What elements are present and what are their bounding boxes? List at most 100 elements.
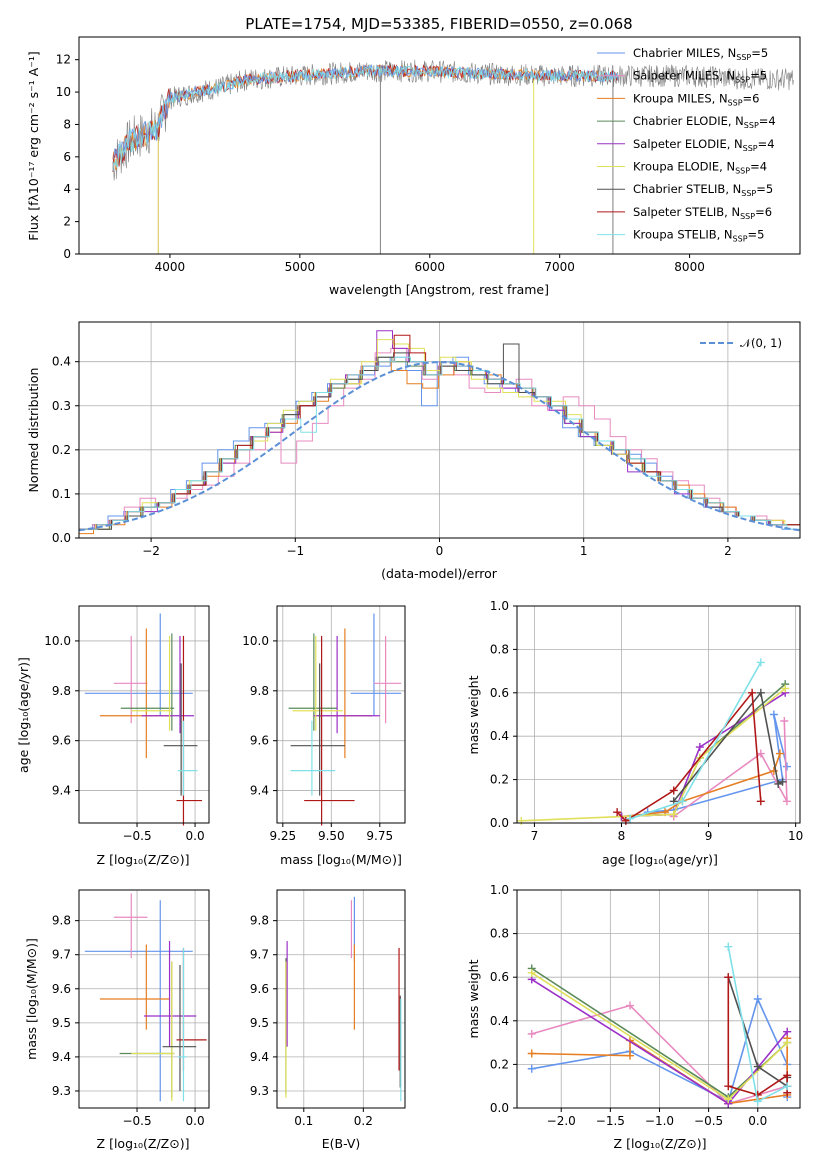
y-tick-label: 0.3 (52, 399, 71, 413)
x-tick-label: −2.0 (547, 1114, 576, 1128)
spectrum-x-label: wavelength [Angstrom, rest frame] (329, 282, 549, 297)
x-tick-label: −0.5 (122, 1114, 151, 1128)
y-tick-label: 0.2 (52, 443, 71, 457)
y-tick-label: 0.6 (490, 686, 509, 700)
weight-marker (769, 766, 778, 775)
weight-marker (782, 797, 791, 806)
chart-title: PLATE=1754, MJD=53385, FIBERID=0550, z=0… (245, 15, 632, 33)
weight-line (673, 720, 788, 818)
y-tick-label: 0.0 (490, 816, 509, 830)
y-tick-label: 9.8 (52, 684, 71, 698)
weight-marker (527, 1064, 536, 1073)
weight-marker (626, 1051, 635, 1060)
weight-marker (678, 797, 687, 806)
weight-marker (695, 743, 704, 752)
y-tick-label: 0.4 (52, 355, 71, 369)
y-tick-label: 9.8 (52, 914, 71, 928)
z-age-y-label: age [log₁₀(age/yr)] (16, 657, 31, 773)
weight-marker (756, 749, 765, 758)
x-tick-label: 9.25 (269, 829, 296, 843)
weight-marker (783, 1082, 792, 1091)
legend-entry: Chabrier MILES, NSSP=5 (633, 46, 768, 62)
legend-entry: Kroupa STELIB, NSSP=5 (633, 228, 764, 244)
weight-marker (626, 1001, 635, 1010)
y-tick-label: 0.4 (490, 729, 509, 743)
weight-marker (774, 779, 783, 788)
legend-entry: Salpeter ELODIE, NSSP=4 (633, 137, 775, 153)
weight-marker (775, 749, 784, 758)
weight-marker (724, 973, 733, 982)
residual-y-ticks: 0.0 0.1 0.2 0.3 0.4 (52, 355, 79, 545)
panel-frame (78, 605, 210, 824)
legend-entry: Kroupa MILES, NSSP=6 (633, 91, 759, 107)
y-tick-label: 0.8 (490, 642, 509, 656)
spectrum-legend: Chabrier MILES, NSSP=5 Salpeter MILES, NS… (597, 46, 776, 244)
weight-marker (724, 1082, 733, 1091)
weight-marker (783, 1071, 792, 1080)
histogram-series (81, 356, 800, 530)
y-tick-label: 0.2 (490, 773, 509, 787)
y-tick-label: 9.6 (250, 734, 269, 748)
panel-frame (276, 605, 406, 824)
weight-marker (527, 1029, 536, 1038)
z-weight-x-label: Z [log₁₀(Z/Z⊙)] (614, 1136, 707, 1151)
residual-panel: −2 −1 0 1 2 0.0 0.1 0.2 0.3 0.4 (data-model)/err… (26, 321, 801, 581)
legend-entry: Salpeter STELIB, NSSP=6 (633, 205, 772, 221)
x-tick-label: −1.0 (645, 1114, 674, 1128)
weight-line (621, 753, 781, 818)
y-tick-label: 9.7 (52, 948, 71, 962)
y-tick-label: 10.0 (44, 634, 71, 648)
x-tick-label: 7000 (544, 260, 575, 274)
y-tick-label: 10.0 (242, 634, 269, 648)
normal-legend-label: 𝒩(0, 1) (740, 336, 782, 350)
weight-marker (613, 808, 622, 817)
ebv-mass-x-label: E(B-V) (322, 1136, 361, 1151)
x-tick-label: 9.75 (366, 829, 393, 843)
y-tick-label: 9.8 (250, 914, 269, 928)
model-spectrum (112, 63, 619, 172)
x-tick-label: −1.5 (596, 1114, 625, 1128)
weight-marker (756, 797, 765, 806)
x-tick-label: 1 (580, 544, 588, 558)
weight-marker (781, 684, 790, 693)
weight-marker (748, 688, 757, 697)
y-tick-label: 9.5 (250, 1016, 269, 1030)
x-tick-label: 6000 (414, 260, 445, 274)
spectrum-y-label: Flux [fλ10⁻¹⁷ erg cm⁻² s⁻¹ A⁻¹] (26, 51, 41, 240)
spectrum-plot-area (112, 59, 794, 254)
observed-spectrum (112, 59, 794, 181)
ebv-mass-panel: 0.1 0.2 9.3 9.4 9.5 9.6 9.7 9.8 (250, 889, 406, 1128)
age-weight-x-label: age [log₁₀(age/yr)] (602, 852, 718, 867)
y-tick-label: 4 (63, 182, 71, 196)
weight-line (629, 662, 762, 820)
x-tick-label: 0.0 (186, 829, 205, 843)
y-tick-label: 0 (63, 247, 71, 261)
residual-grid (79, 322, 800, 539)
y-tick-label: 8 (63, 117, 71, 131)
x-tick-label: 7 (531, 829, 539, 843)
y-tick-label: 9.7 (250, 948, 269, 962)
y-tick-label: 1.0 (490, 883, 509, 897)
x-tick-label: 9 (705, 829, 713, 843)
x-tick-label: 0.0 (186, 1114, 205, 1128)
spectrum-panel: PLATE=1754, MJD=53385, FIBERID=0550, z=0… (26, 15, 801, 297)
legend-entry: Chabrier STELIB, NSSP=5 (633, 182, 773, 198)
z-mass-panel: −0.5 0.0 9.3 9.4 9.5 9.6 9.7 9.8 (52, 889, 210, 1128)
y-tick-label: 12 (56, 53, 71, 67)
y-tick-label: 10 (56, 85, 71, 99)
weight-marker (783, 1027, 792, 1036)
x-tick-label: 2 (724, 544, 732, 558)
residual-x-ticks: −2 −1 0 1 2 (142, 538, 732, 558)
x-tick-label: 8000 (674, 260, 705, 274)
weight-marker (753, 1097, 762, 1106)
weight-marker (753, 995, 762, 1003)
legend-entry: Chabrier ELODIE, NSSP=4 (633, 114, 776, 130)
residual-histograms (78, 330, 801, 535)
z-weight-y-label: mass weight (466, 959, 481, 1038)
x-tick-label: 0.1 (294, 1114, 313, 1128)
weight-marker (724, 1095, 733, 1104)
z-age-x-label: Z [log₁₀(Z/Z⊙)] (97, 852, 190, 867)
model-spectrum (112, 64, 619, 170)
x-tick-label: 0.0 (748, 1114, 767, 1128)
